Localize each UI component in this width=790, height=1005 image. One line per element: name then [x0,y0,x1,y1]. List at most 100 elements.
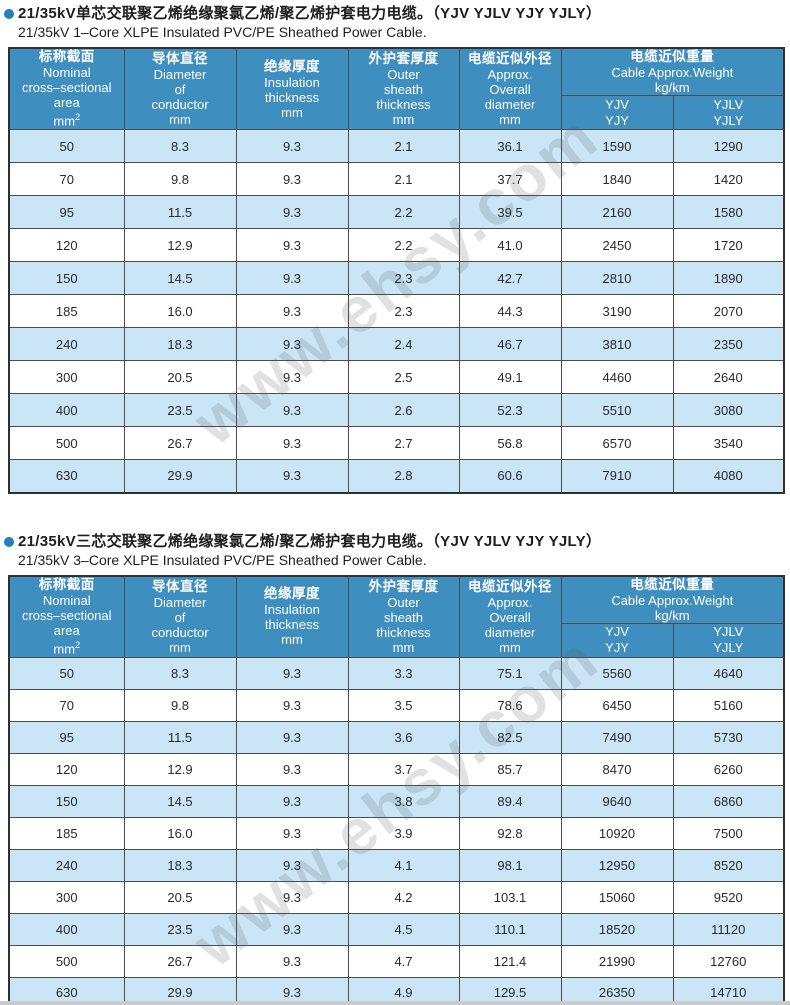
table-cell: 3080 [672,393,785,427]
col-subheader-weight-1: YJLV YJLY [672,95,785,130]
table-cell: 15060 [560,880,674,914]
table-cell: 300 [8,880,125,914]
table-cell: 9.3 [235,912,349,946]
table-cell: 78.6 [458,688,562,722]
spec-table-wrap-2: www.ehsy.com 标称截面Nominalcross–sectionala… [8,574,786,1005]
section-titles: 21/35kV单芯交联聚乙烯绝缘聚氯乙烯/聚乙烯护套电力电缆。（YJV YJLV… [18,5,601,41]
table-cell: 1840 [560,162,674,196]
table-row: 630 29.9 9.3 4.9 129.5 26350 14710 [8,976,785,1005]
table-cell: 240 [8,327,125,361]
table-cell: 26.7 [123,426,237,460]
table-cell: 9.3 [235,162,349,196]
col-header-weight-group: 电缆近似重量 Cable Approx.Weight kg/km [560,47,785,96]
table-cell: 500 [8,426,125,460]
spec-table-wrap-1: www.ehsy.com 标称截面Nominalcross–sectionala… [8,47,786,494]
table-row: 120 12.9 9.3 2.2 41.0 2450 1720 [8,228,785,262]
section-titles: 21/35kV三芯交联聚乙烯绝缘聚氯乙烯/聚乙烯护套电力电缆。（YJV YJLV… [18,533,601,569]
col-header-0: 标称截面 Nominal cross–sectional area mm2 [8,47,125,130]
table-cell: 16.0 [123,816,237,850]
table-cell: 103.1 [458,880,562,914]
table-cell: 6450 [560,688,674,722]
table-cell: 3190 [560,294,674,328]
table-cell: 12.9 [123,752,237,786]
table-row: 50 8.3 9.3 2.1 36.1 1590 1290 [8,129,785,163]
table-cell: 150 [8,261,125,295]
col-header-1: 导体直径 Diameter of conductor mm [123,47,237,130]
table-cell: 4.5 [347,912,460,946]
col-subheader-weight-1: YJLV YJLY [672,622,785,658]
table-row: 300 20.5 9.3 2.5 49.1 4460 2640 [8,360,785,394]
col-header-0: 标称截面 Nominal cross–sectional area mm2 [8,575,125,658]
table-cell: 1580 [672,195,785,229]
page-bottom-edge [0,1001,790,1005]
spec-table-3core: 标称截面 Nominal cross–sectional area mm2 导体直径 Dia… [8,574,786,1005]
table-cell: 70 [8,162,125,196]
table-cell: 9.3 [235,459,349,493]
table-cell: 3810 [560,327,674,361]
table-cell: 41.0 [458,228,562,262]
table-cell: 18520 [560,912,674,946]
table-cell: 9.3 [235,688,349,722]
col-header-3: 外护套厚度 Outer sheath thickness mm [347,47,460,130]
table-cell: 39.5 [458,195,562,229]
table-cell: 2070 [672,294,785,328]
table-cell: 9.3 [235,129,349,163]
table-cell: 4.1 [347,848,460,882]
table-cell: 11.5 [123,195,237,229]
table-cell: 16.0 [123,294,237,328]
table-cell: 98.1 [458,848,562,882]
table-cell: 21990 [560,944,674,978]
table-cell: 2.2 [347,228,460,262]
table-cell: 1420 [672,162,785,196]
section-3core-cable: 21/35kV三芯交联聚乙烯绝缘聚氯乙烯/聚乙烯护套电力电缆。（YJV YJLV… [0,494,790,1005]
table-cell: 12760 [672,944,785,978]
section-title-zh: 21/35kV单芯交联聚乙烯绝缘聚氯乙烯/聚乙烯护套电力电缆。（YJV YJLV… [18,5,602,22]
table-cell: 3.7 [347,752,460,786]
table-cell: 9.3 [235,656,349,690]
table-cell: 7910 [560,459,674,493]
col-header-weight-group: 电缆近似重量 Cable Approx.Weight kg/km [560,575,785,624]
table-cell: 6860 [672,784,785,818]
table-cell: 2.3 [347,261,460,295]
table-cell: 23.5 [123,393,237,427]
table-cell: 18.3 [123,848,237,882]
table-row: 500 26.7 9.3 4.7 121.4 21990 12760 [8,944,785,978]
table-cell: 2.1 [347,129,460,163]
table-cell: 4.9 [347,976,460,1005]
table-cell: 185 [8,816,125,850]
table-cell: 9.8 [123,162,237,196]
table-cell: 9.3 [235,816,349,850]
table-cell: 3.5 [347,688,460,722]
table-cell: 46.7 [458,327,562,361]
table-cell: 2.2 [347,195,460,229]
table-row: 185 16.0 9.3 3.9 92.8 10920 7500 [8,816,785,850]
bullet-icon [4,536,14,547]
table-cell: 2.3 [347,294,460,328]
table-cell: 92.8 [458,816,562,850]
table-cell: 2.4 [347,327,460,361]
bullet-icon [4,9,14,19]
table-cell: 120 [8,228,125,262]
table-row: 50 8.3 9.3 3.3 75.1 5560 4640 [8,656,785,690]
table-row: 70 9.8 9.3 3.5 78.6 6450 5160 [8,688,785,722]
table-cell: 9.3 [235,261,349,295]
table-cell: 42.7 [458,261,562,295]
table-row: 185 16.0 9.3 2.3 44.3 3190 2070 [8,294,785,328]
table-cell: 8520 [672,848,785,882]
col-header-2: 绝缘厚度 Insulation thickness mm [235,47,349,130]
section-title-zh: 21/35kV三芯交联聚乙烯绝缘聚氯乙烯/聚乙烯护套电力电缆。（YJV YJLV… [18,532,602,550]
table-cell: 9.3 [235,426,349,460]
table-cell: 3.3 [347,656,460,690]
col-header-1: 导体直径 Diameter of conductor mm [123,575,237,658]
table-cell: 75.1 [458,656,562,690]
table-cell: 400 [8,393,125,427]
table-cell: 2160 [560,195,674,229]
section-title-block: 21/35kV三芯交联聚乙烯绝缘聚氯乙烯/聚乙烯护套电力电缆。（YJV YJLV… [0,533,790,569]
table-cell: 10920 [560,816,674,850]
table-cell: 4.7 [347,944,460,978]
table-cell: 3.9 [347,816,460,850]
table-cell: 4.2 [347,880,460,914]
table-cell: 120 [8,752,125,786]
col-subheader-weight-0: YJV YJY [560,95,674,130]
table-cell: 400 [8,912,125,946]
